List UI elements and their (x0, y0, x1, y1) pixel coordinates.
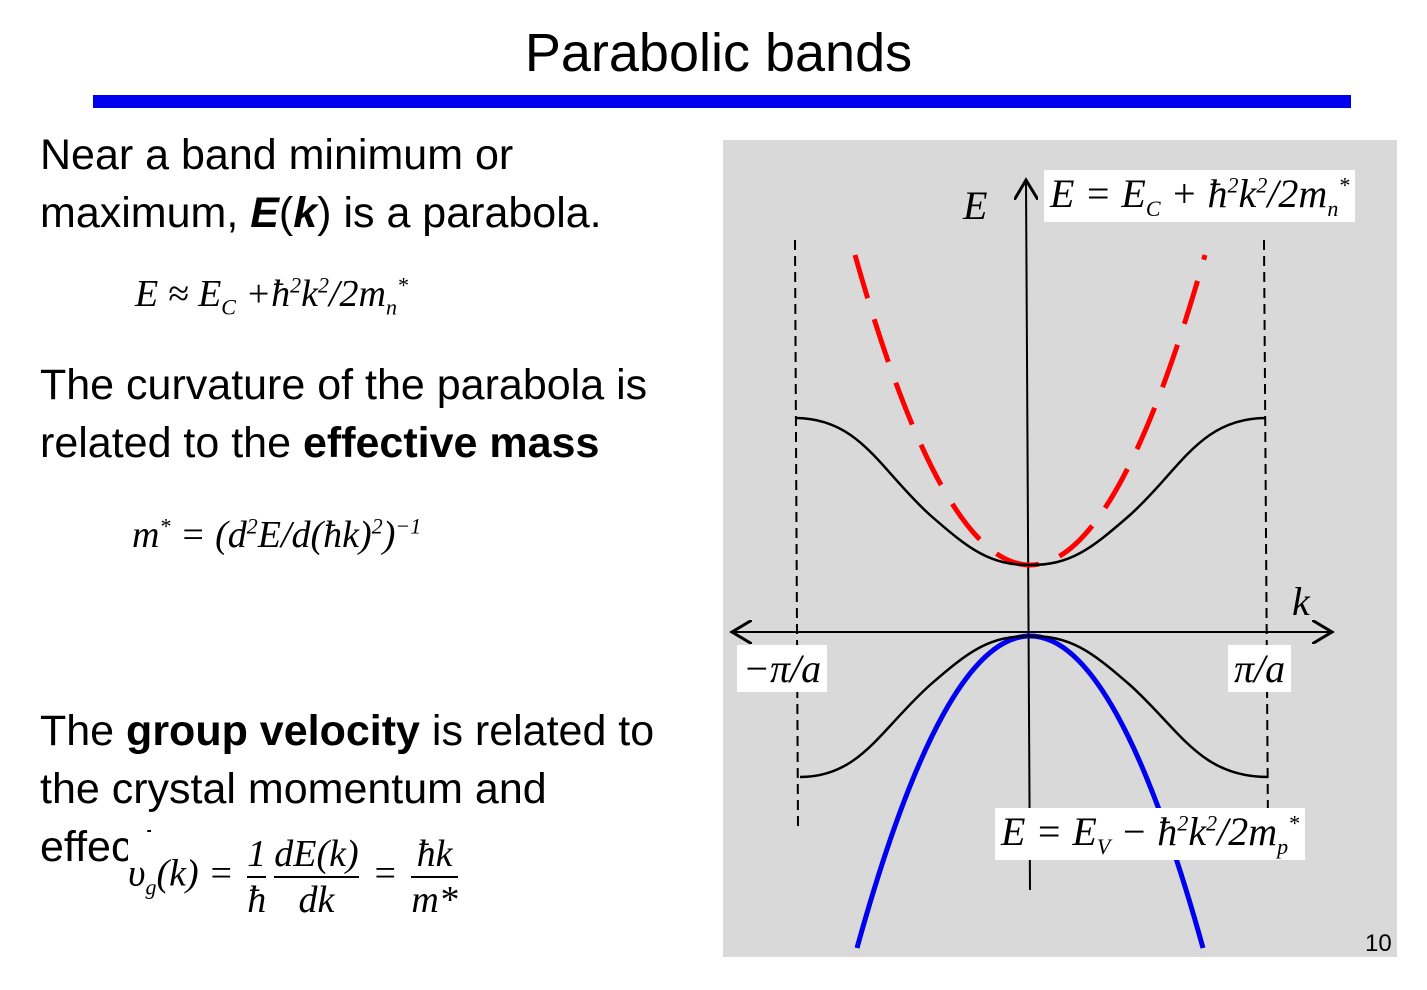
eq-part: + ħ (1160, 171, 1228, 216)
eq-part: 2 (1227, 172, 1239, 198)
eq-part: C (221, 294, 236, 320)
conduction-parabola (852, 254, 1208, 568)
text: E (250, 189, 279, 237)
eq-part: ) (382, 514, 396, 556)
eq-part: 2 (1206, 810, 1218, 836)
text: group velocity (126, 707, 420, 755)
eq-part: 2 (290, 272, 302, 298)
eq-part: E = E (1050, 171, 1146, 216)
eq-part: dE(k) (274, 832, 359, 878)
eq-part: m (132, 514, 160, 556)
eq-part: /2m (329, 273, 386, 315)
paragraph: Near a band minimum or maximum, E(k) is … (40, 126, 700, 242)
eq-part: * (1288, 810, 1300, 836)
text: The curvature of the parabola is related… (40, 361, 648, 467)
eq-part: m* (411, 879, 458, 921)
eq-part: * (1338, 172, 1350, 198)
eq-part: /2m (1217, 809, 1278, 854)
eq-part: k (1238, 171, 1257, 216)
eq-part: +ħ (235, 273, 291, 315)
eq-part: = (362, 852, 408, 895)
eq-part: g (145, 874, 157, 900)
valence-band (799, 634, 1269, 779)
eq-part: n (386, 294, 397, 320)
eq-part: * (159, 513, 171, 539)
eq-part: p (1277, 834, 1289, 859)
eq-part: E/d(ħk) (257, 514, 372, 556)
axis-label: E (963, 183, 988, 228)
text: The (40, 707, 127, 755)
eq-part: 2 (246, 513, 258, 539)
eq-part: 2 (1256, 172, 1268, 198)
eq-part: n (1327, 196, 1339, 221)
e-axis (1026, 180, 1030, 891)
eq-part: k (301, 273, 318, 315)
equation-label: E = EC + ħ2k2/2mn* (1044, 170, 1356, 222)
eq-part: 2 (1177, 810, 1189, 836)
text: effective mass (302, 419, 600, 467)
text: ( (278, 189, 294, 237)
eq-part: − ħ (1110, 809, 1178, 854)
edge-label: −π/a (737, 645, 828, 692)
equation-label: E = EV − ħ2k2/2mp* (995, 808, 1306, 860)
text: Near a band minimum or maximum, (40, 131, 514, 237)
eq-part: 2 (318, 272, 329, 298)
slide-title: Parabolic bands (524, 23, 913, 83)
text: k (293, 189, 318, 237)
eq-part: V (1096, 834, 1111, 859)
eq-part: * (397, 272, 408, 298)
eq-part: (k) = (156, 852, 244, 895)
equation: E ≈ EC +ħ2k2/2mn* (135, 272, 408, 321)
eq-part: E ≈ E (135, 273, 222, 315)
paragraph: The curvature of the parabola is related… (40, 356, 700, 472)
eq-part: −1 (395, 513, 422, 539)
eq-part: υ (128, 852, 146, 895)
eq-part: = (d (170, 514, 247, 556)
equation: υg(k) = 1 ħ dE(k) dk = ħk m* (128, 832, 482, 942)
eq-part: ħk (411, 832, 458, 878)
title-rule (93, 95, 1351, 108)
equation: m* = (d2E/d(ħk)2)−1 (132, 507, 422, 557)
conduction-band (794, 416, 1267, 567)
page-number: 10 (1365, 930, 1392, 957)
eq-part: 2 (371, 513, 383, 539)
eq-part: E = E (1001, 809, 1097, 854)
eq-part: dk (298, 879, 335, 921)
text: ) is a parabola. (317, 189, 602, 237)
eq-part: ħ (247, 879, 267, 921)
zone-boundary (1263, 239, 1269, 829)
axis-label: k (1292, 579, 1310, 624)
zone-boundary (794, 239, 799, 829)
eq-part: /2m (1267, 171, 1328, 216)
edge-label: π/a (1228, 645, 1292, 692)
eq-part: C (1145, 196, 1161, 221)
eq-part: k (1188, 809, 1207, 854)
eq-part: 1 (247, 832, 267, 878)
